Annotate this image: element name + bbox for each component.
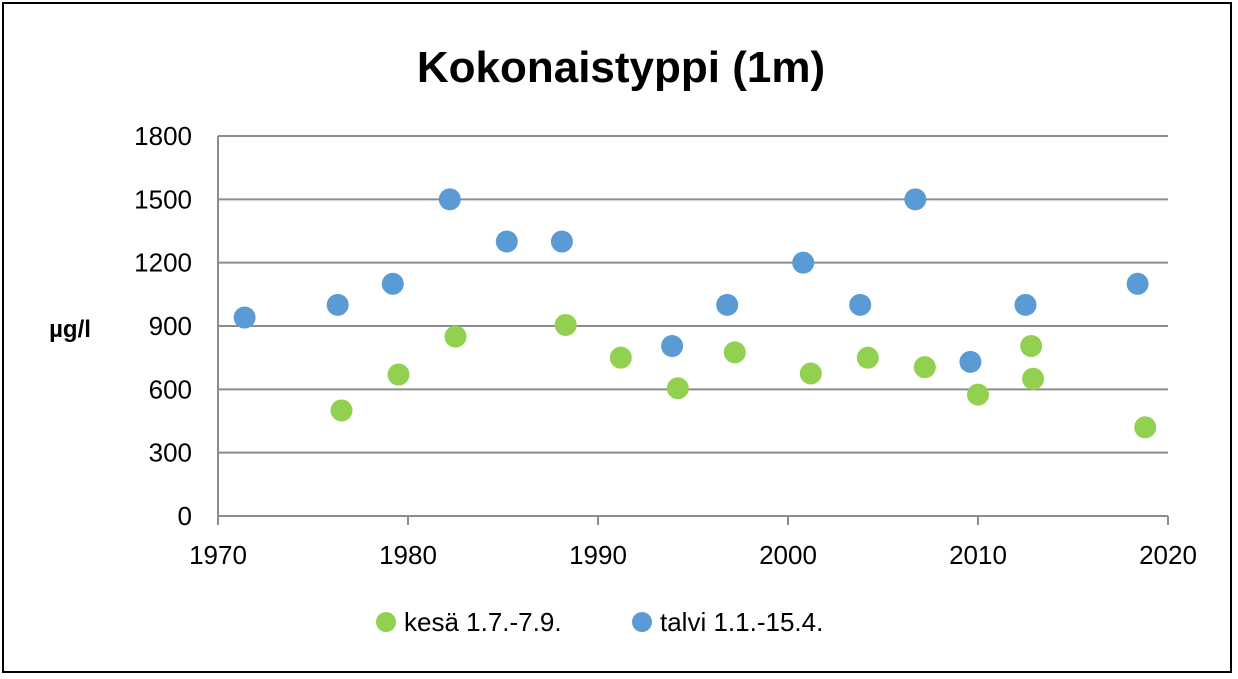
data-point bbox=[723, 341, 746, 364]
y-tick-label: 600 bbox=[149, 374, 192, 404]
y-tick-label: 1200 bbox=[134, 248, 192, 278]
data-point bbox=[444, 325, 467, 348]
y-axis-label: µg/l bbox=[49, 316, 91, 343]
x-tick-label: 1990 bbox=[569, 540, 627, 570]
chart-title: Kokonaistyppi (1m) bbox=[417, 43, 825, 92]
data-point bbox=[856, 346, 879, 369]
x-tick-label: 2010 bbox=[949, 540, 1007, 570]
data-point bbox=[554, 313, 577, 336]
data-point bbox=[330, 399, 353, 422]
data-point bbox=[849, 293, 872, 316]
data-point bbox=[326, 293, 349, 316]
data-point bbox=[792, 251, 815, 274]
data-point bbox=[1020, 335, 1043, 358]
data-point bbox=[913, 356, 936, 379]
data-point bbox=[233, 306, 256, 329]
data-point bbox=[495, 230, 518, 253]
data-point bbox=[1022, 367, 1045, 390]
y-tick-label: 1800 bbox=[134, 121, 192, 151]
data-points bbox=[233, 188, 1157, 439]
y-tick-label: 300 bbox=[149, 438, 192, 468]
legend: kesä 1.7.-7.9. talvi 1.1.-15.4. bbox=[376, 607, 823, 637]
data-point bbox=[666, 377, 689, 400]
data-point bbox=[381, 272, 404, 295]
y-tick-label: 1500 bbox=[134, 184, 192, 214]
data-point bbox=[609, 346, 632, 369]
x-tick-label: 1980 bbox=[379, 540, 437, 570]
chart: Kokonaistyppi (1m) µg/l 0 300 600 900 1200 15… bbox=[49, 43, 1197, 637]
data-point bbox=[967, 383, 989, 406]
y-tick-label: 900 bbox=[149, 311, 192, 341]
axes: 0 300 600 900 1200 1500 1800 1970 1980 1990 2000 20… bbox=[134, 121, 1197, 570]
y-tick-label: 0 bbox=[178, 501, 192, 531]
data-point bbox=[550, 230, 573, 253]
x-tick-label: 2020 bbox=[1139, 540, 1197, 570]
data-point bbox=[1126, 272, 1149, 295]
data-point bbox=[438, 188, 461, 211]
data-point bbox=[661, 335, 684, 358]
data-point bbox=[387, 363, 410, 386]
legend-label: talvi 1.1.-15.4. bbox=[660, 607, 823, 637]
x-tick-label: 2000 bbox=[759, 540, 817, 570]
legend-label: kesä 1.7.-7.9. bbox=[404, 607, 562, 637]
data-point bbox=[799, 362, 822, 385]
legend-marker bbox=[376, 612, 396, 632]
data-point bbox=[904, 188, 927, 211]
data-point bbox=[1014, 293, 1037, 316]
legend-marker bbox=[632, 612, 652, 632]
data-point bbox=[716, 293, 739, 316]
gridlines bbox=[218, 135, 1168, 454]
data-point bbox=[1134, 416, 1157, 439]
data-point bbox=[959, 350, 982, 373]
x-tick-label: 1970 bbox=[189, 540, 247, 570]
